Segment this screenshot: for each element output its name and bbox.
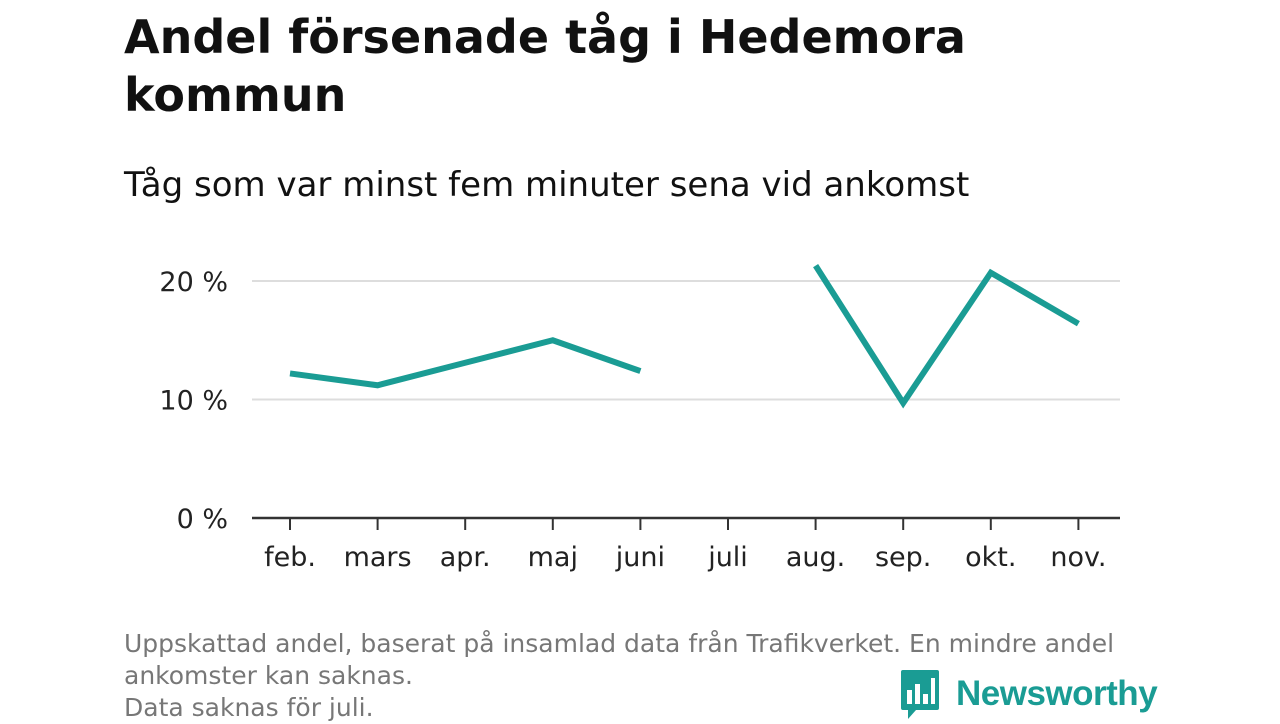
series-line (289, 337, 642, 389)
x-tick-label: okt. (965, 542, 1016, 573)
x-axis (252, 516, 1120, 530)
bar-chart-speech-bubble-icon (901, 670, 939, 719)
grid-layer (252, 280, 1120, 401)
x-tick-label: aug. (786, 542, 845, 573)
x-tick-label: sep. (875, 542, 931, 573)
chart-title: Andel försenade tåg i Hedemora kommun (124, 10, 966, 122)
x-axis-labels: feb. mars apr. maj juni juli aug. sep. okt. nov. (264, 542, 1106, 573)
x-tick-label: juni (615, 542, 665, 573)
y-tick-label: 10 % (159, 386, 228, 417)
x-tick-label: juli (707, 542, 748, 573)
newsworthy-logo: Newsworthy (900, 668, 1158, 720)
x-tick-label: mars (344, 542, 412, 573)
y-axis-labels: 0 % 10 % 20 % (159, 267, 228, 535)
series-line (813, 263, 1080, 409)
chart-subtitle: Tåg som var minst fem minuter sena vid a… (124, 165, 970, 205)
series-layer (289, 263, 1080, 409)
footnote-line: ankomster kan saknas. (124, 661, 413, 690)
footnote-line: Data saknas för juli. (124, 693, 374, 722)
y-tick-label: 20 % (159, 267, 228, 298)
x-tick-label: feb. (264, 542, 316, 573)
x-tick-label: apr. (440, 542, 491, 573)
y-tick-label: 0 % (177, 504, 228, 535)
footnote-line: Uppskattad andel, baserat på insamlad da… (124, 629, 1115, 658)
x-tick-label: maj (528, 542, 578, 573)
brand-name: Newsworthy (956, 674, 1158, 713)
footnote: Uppskattad andel, baserat på insamlad da… (124, 628, 1164, 724)
line-chart: 0 % 10 % 20 % feb. mars apr. maj juni juli aug. s… (159, 263, 1120, 573)
x-tick-label: nov. (1050, 542, 1106, 573)
